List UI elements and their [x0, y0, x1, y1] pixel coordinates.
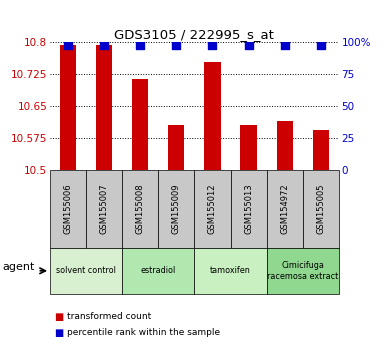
Text: GSM155012: GSM155012: [208, 184, 217, 234]
Bar: [168, 125, 184, 170]
Text: ■: ■: [54, 328, 63, 338]
Text: GSM155006: GSM155006: [64, 183, 73, 234]
Bar: [158, 170, 194, 248]
Bar: [266, 170, 303, 248]
Bar: [50, 248, 122, 294]
Text: GSM155007: GSM155007: [100, 183, 109, 234]
Bar: [194, 170, 231, 248]
Bar: [303, 170, 339, 248]
Bar: [204, 62, 221, 170]
Bar: [96, 45, 112, 170]
Text: GSM155008: GSM155008: [136, 183, 145, 234]
Text: percentile rank within the sample: percentile rank within the sample: [67, 328, 221, 337]
Bar: [194, 248, 266, 294]
Text: tamoxifen: tamoxifen: [210, 266, 251, 275]
Point: [101, 42, 107, 48]
Point: [173, 42, 179, 48]
Text: estradiol: estradiol: [141, 266, 176, 275]
Bar: [50, 170, 86, 248]
Bar: [276, 121, 293, 170]
Bar: [231, 170, 266, 248]
Point: [246, 42, 252, 48]
Point: [209, 42, 216, 48]
Text: agent: agent: [2, 262, 34, 272]
Bar: [86, 170, 122, 248]
Text: GSM155009: GSM155009: [172, 184, 181, 234]
Bar: [266, 248, 339, 294]
Text: transformed count: transformed count: [67, 312, 152, 321]
Point: [318, 42, 324, 48]
Text: solvent control: solvent control: [56, 266, 116, 275]
Point: [65, 42, 71, 48]
Bar: [313, 130, 329, 170]
Bar: [122, 248, 194, 294]
Bar: [132, 79, 148, 170]
Bar: [241, 125, 257, 170]
Text: ■: ■: [54, 312, 63, 322]
Point: [137, 42, 143, 48]
Point: [281, 42, 288, 48]
Title: GDS3105 / 222995_s_at: GDS3105 / 222995_s_at: [114, 28, 275, 41]
Text: GSM154972: GSM154972: [280, 183, 289, 234]
Bar: [60, 45, 76, 170]
Text: GSM155005: GSM155005: [316, 184, 325, 234]
Text: Cimicifuga
racemosa extract: Cimicifuga racemosa extract: [267, 261, 338, 280]
Bar: [122, 170, 158, 248]
Text: GSM155013: GSM155013: [244, 183, 253, 234]
